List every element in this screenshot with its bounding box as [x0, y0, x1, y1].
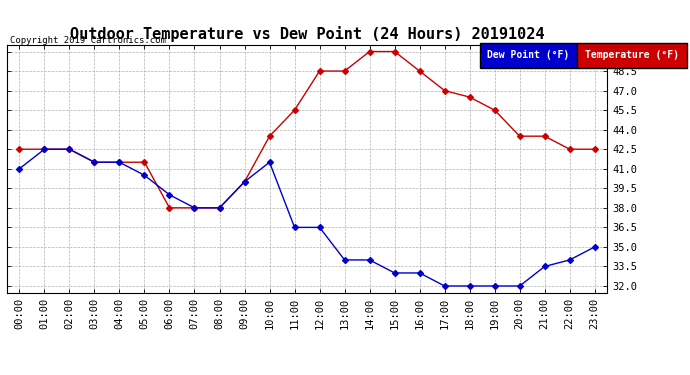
Title: Outdoor Temperature vs Dew Point (24 Hours) 20191024: Outdoor Temperature vs Dew Point (24 Hou…: [70, 27, 544, 42]
Text: Copyright 2019 Cartronics.com: Copyright 2019 Cartronics.com: [10, 36, 166, 45]
Text: Dew Point (°F): Dew Point (°F): [487, 50, 569, 60]
FancyBboxPatch shape: [577, 43, 687, 68]
FancyBboxPatch shape: [480, 43, 577, 68]
Text: Temperature (°F): Temperature (°F): [584, 50, 679, 60]
